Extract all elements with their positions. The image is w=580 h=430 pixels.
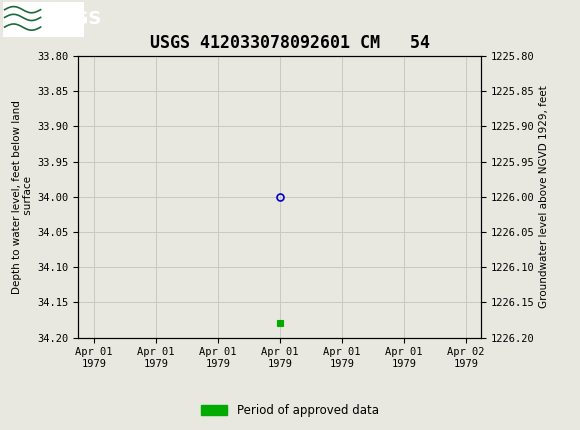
Y-axis label: Groundwater level above NGVD 1929, feet: Groundwater level above NGVD 1929, feet xyxy=(539,85,549,308)
Legend: Period of approved data: Period of approved data xyxy=(197,399,383,422)
Y-axis label: Depth to water level, feet below land
 surface: Depth to water level, feet below land su… xyxy=(12,100,33,294)
Text: USGS: USGS xyxy=(46,10,102,28)
Text: USGS 412033078092601 CM   54: USGS 412033078092601 CM 54 xyxy=(150,34,430,52)
Bar xyxy=(3,2,84,37)
